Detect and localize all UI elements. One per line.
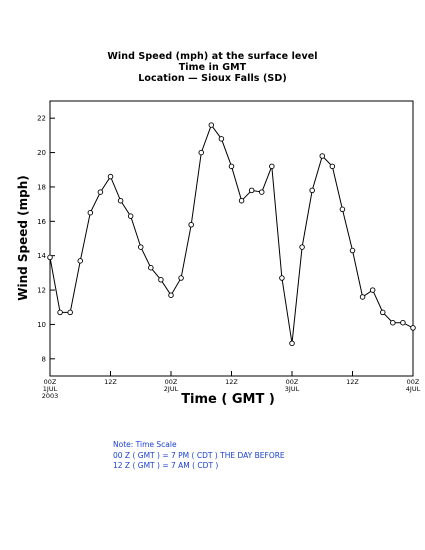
data-point — [158, 277, 164, 283]
data-point — [208, 122, 215, 128]
data-point — [57, 309, 63, 316]
data-point — [218, 136, 225, 142]
data-point — [269, 163, 275, 170]
y-tick-label: 12 — [37, 287, 46, 295]
data-point — [127, 213, 134, 219]
data-point — [168, 292, 174, 298]
y-tick-label: 20 — [37, 149, 46, 157]
note-heading: Note: Time Scale — [113, 440, 177, 449]
y-axis-label: Wind Speed (mph) — [16, 175, 30, 301]
x-tick-label: 12Z — [225, 378, 238, 386]
x-tick-year-label: 2003 — [42, 392, 59, 400]
data-point — [369, 287, 376, 293]
data-point — [67, 309, 73, 316]
x-tick-label: 12Z — [346, 378, 359, 386]
y-tick-label: 22 — [37, 115, 46, 123]
y-tick-label: 14 — [37, 252, 46, 260]
chart-subtitle-time: Time in GMT — [178, 62, 247, 73]
y-axis: 8 10 12 14 16 18 20 22 — [37, 115, 55, 363]
data-point — [137, 244, 144, 250]
y-tick-label: 8 — [42, 355, 46, 363]
data-point — [339, 206, 346, 213]
x-tick-label: 00Z — [165, 378, 178, 386]
data-point — [390, 319, 396, 326]
data-point — [238, 197, 245, 204]
y-tick-label: 10 — [37, 321, 46, 329]
data-point — [359, 294, 366, 300]
data-point — [87, 209, 94, 216]
time-scale-note: Note: Time Scale 00 Z ( GMT ) = 7 PM ( C… — [113, 440, 285, 472]
data-point — [380, 309, 386, 316]
plot-frame — [49, 100, 414, 377]
data-point — [47, 254, 53, 261]
x-tick-label: 00Z — [286, 378, 299, 386]
chart-title: Wind Speed (mph) at the surface level — [107, 51, 318, 62]
data-point — [400, 319, 406, 326]
data-point — [248, 187, 255, 194]
x-axis-label: Time ( GMT ) — [181, 392, 275, 407]
note-line-12z: 12 Z ( GMT ) = 7 AM ( CDT ) — [113, 461, 219, 470]
data-point — [289, 340, 295, 347]
data-point — [309, 187, 315, 194]
x-tick-date-label: 4JUL — [406, 385, 421, 393]
chart-title-block: Wind Speed (mph) at the surface level Ti… — [0, 51, 425, 84]
data-point — [349, 247, 356, 254]
data-point — [299, 244, 305, 250]
data-point — [148, 264, 154, 271]
x-tick-label: 00Z — [44, 378, 57, 386]
x-tick-date-label: 1JUL — [43, 385, 58, 393]
x-tick-date-label: 3JUL — [285, 385, 300, 393]
x-tick-date-label: 2JUL — [164, 385, 179, 393]
x-tick-label: 12Z — [104, 378, 117, 386]
data-point — [107, 173, 114, 180]
data-point — [319, 153, 326, 159]
data-point — [77, 258, 83, 264]
series-points — [47, 122, 416, 347]
data-point — [329, 163, 336, 170]
data-point — [198, 149, 204, 156]
data-point — [178, 275, 184, 281]
note-line-00z: 00 Z ( GMT ) = 7 PM ( CDT ) THE DAY BEFO… — [113, 450, 285, 460]
data-point — [279, 275, 285, 281]
data-point — [117, 197, 124, 204]
series-line — [49, 124, 414, 344]
y-tick-label: 16 — [37, 218, 46, 226]
data-point — [228, 163, 235, 170]
data-point — [188, 221, 194, 228]
x-tick-label: 00Z — [407, 378, 420, 386]
chart-subtitle-location: Location — Sioux Falls (SD) — [138, 73, 287, 84]
data-point — [410, 325, 416, 331]
y-tick-label: 18 — [37, 183, 46, 191]
data-point — [259, 189, 265, 195]
data-point — [97, 189, 104, 195]
